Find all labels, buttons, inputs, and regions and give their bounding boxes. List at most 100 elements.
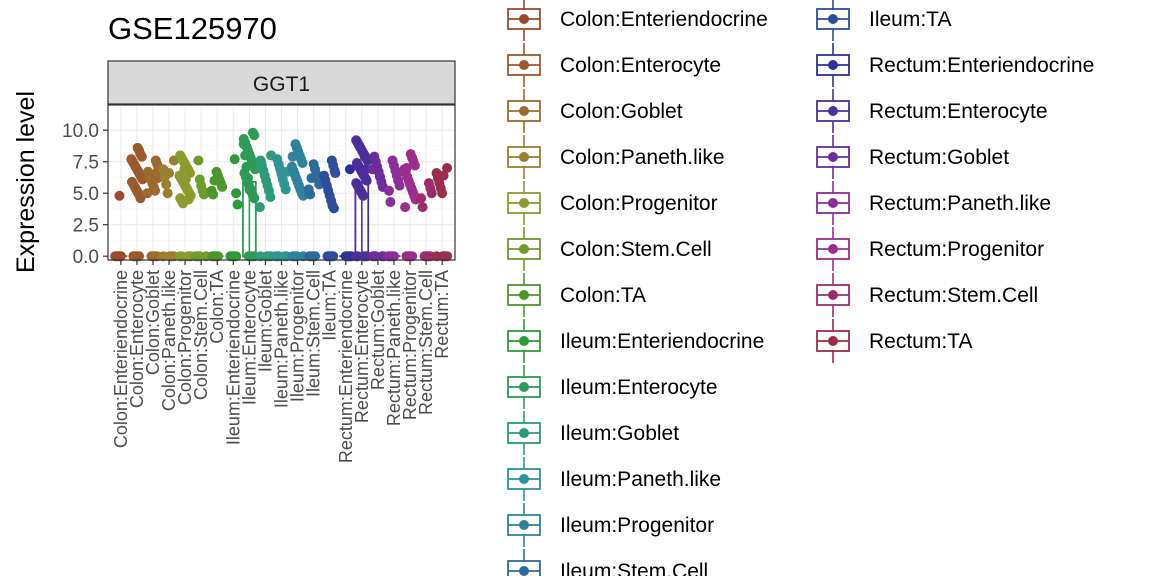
data-point — [367, 164, 378, 175]
legend-key — [816, 319, 850, 363]
legend-key-point — [519, 14, 529, 24]
legend-key — [507, 181, 541, 225]
x-tick-label: Rectum:Enteriendocrine — [336, 270, 356, 463]
data-point — [289, 168, 300, 179]
legend-key — [507, 365, 541, 409]
x-tick-label: Colon:Enteriendocrine — [111, 270, 131, 448]
x-tick-label: Ileum:TA — [320, 270, 340, 341]
data-point — [179, 164, 190, 175]
y-tick-label: 0.0 — [73, 247, 99, 268]
data-point — [150, 185, 161, 196]
data-point — [161, 179, 172, 190]
data-point — [229, 154, 240, 165]
legend-label: Ileum:Paneth.like — [560, 468, 721, 491]
data-point — [426, 188, 437, 199]
data-point — [114, 190, 125, 201]
legend-label: Colon:Goblet — [560, 100, 683, 123]
x-tick-label: Rectum:TA — [432, 270, 452, 359]
legend-key — [507, 273, 541, 317]
data-point — [142, 188, 153, 199]
x-tick-label: Colon:Goblet — [143, 270, 163, 375]
legend-label: Rectum:Enteriendocrine — [869, 54, 1094, 77]
legend-key — [507, 135, 541, 179]
legend-label: Rectum:Goblet — [869, 146, 1009, 169]
legend-label: Ileum:Goblet — [560, 422, 679, 445]
data-point — [232, 199, 243, 210]
data-point — [359, 151, 370, 162]
data-point — [330, 168, 341, 179]
data-point — [328, 203, 339, 214]
legend-key-point — [519, 244, 529, 254]
y-axis: 0.0 2.5 5.0 7.5 10.0 — [62, 121, 108, 268]
data-point — [438, 170, 449, 181]
legend-label: Colon:TA — [560, 284, 646, 307]
data-point — [180, 174, 191, 185]
data-point — [238, 139, 249, 150]
legend-label: Colon:Progenitor — [560, 192, 718, 215]
legend-key — [507, 457, 541, 501]
legend-key-point — [519, 198, 529, 208]
facet-strip: GGT1 — [107, 60, 456, 105]
legend-key-point — [519, 336, 529, 346]
data-point — [242, 173, 253, 184]
data-point — [385, 197, 396, 208]
legend-label: Ileum:Enterocyte — [560, 376, 718, 399]
legend-key — [507, 549, 541, 581]
legend-label: Rectum:Progenitor — [869, 238, 1044, 261]
x-tick-label: Ileum:Enterocyte — [239, 270, 259, 405]
x-tick-label: Ileum:Paneth.like — [272, 270, 292, 408]
data-point — [244, 184, 255, 195]
y-tick-label: 7.5 — [73, 153, 99, 174]
legend-key-point — [519, 474, 529, 484]
data-point — [217, 181, 228, 192]
legend-label: Rectum:Stem.Cell — [869, 284, 1038, 307]
legend-label: Colon:Enteriendocrine — [560, 8, 768, 31]
legend-key-point — [519, 290, 529, 300]
x-tick-label: Rectum:Goblet — [368, 270, 388, 390]
data-point — [409, 160, 420, 171]
legend-key-point — [519, 566, 529, 576]
data-point — [135, 193, 146, 204]
data-point — [241, 161, 252, 172]
data-point — [384, 185, 395, 196]
legend-key-point — [519, 520, 529, 530]
legend-label: Rectum:Paneth.like — [869, 192, 1051, 215]
data-point — [164, 168, 175, 179]
x-tick-label: Colon:TA — [207, 270, 227, 344]
data-point — [254, 202, 265, 213]
x-tick-label: Colon:Stem.Cell — [191, 270, 211, 400]
y-tick-label: 5.0 — [73, 184, 99, 205]
legend-key — [507, 43, 541, 87]
legend-label: Ileum:Progenitor — [560, 514, 714, 537]
data-point — [344, 164, 355, 175]
data-point — [198, 189, 209, 200]
legend-key-point — [828, 244, 838, 254]
data-point — [231, 188, 242, 199]
legend-key-point — [828, 290, 838, 300]
data-point — [417, 202, 428, 213]
data-point — [358, 190, 369, 201]
legend-key-point — [828, 152, 838, 162]
data-point — [249, 193, 260, 204]
legend-key-point — [828, 14, 838, 24]
x-tick-label: Rectum:Progenitor — [400, 270, 420, 420]
data-point — [287, 151, 298, 162]
legend-key-point — [828, 198, 838, 208]
chart-title: GSE125970 — [108, 11, 277, 46]
data-point — [209, 175, 220, 186]
x-tick-label: Colon:Paneth.like — [159, 270, 179, 411]
legend-key — [507, 227, 541, 271]
legend-key-point — [519, 60, 529, 70]
data-point — [437, 188, 448, 199]
legend-key-point — [519, 152, 529, 162]
data-point — [297, 157, 308, 168]
data-point — [162, 188, 173, 199]
legend-key-point — [828, 106, 838, 116]
plot-panel — [107, 104, 456, 262]
data-point — [182, 184, 193, 195]
legend-key — [816, 0, 850, 41]
data-point — [361, 175, 372, 186]
legend-key-point — [828, 60, 838, 70]
legend-key — [816, 181, 850, 225]
